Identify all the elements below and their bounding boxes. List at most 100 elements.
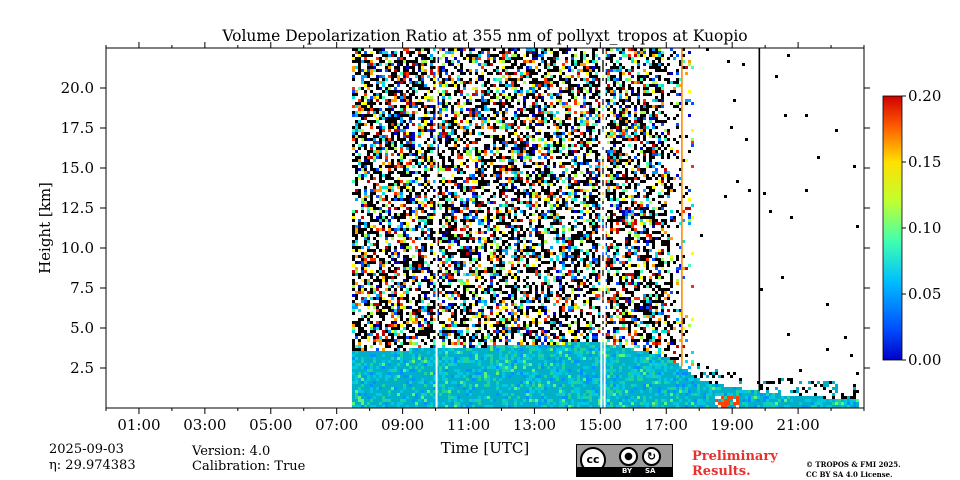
heatmap-cell xyxy=(406,324,409,327)
heatmap-cell xyxy=(511,381,514,384)
heatmap-cell xyxy=(376,360,379,363)
heatmap-cell xyxy=(409,315,412,318)
heatmap-cell xyxy=(535,336,538,339)
heatmap-cell xyxy=(427,75,430,78)
heatmap-cell xyxy=(526,72,529,75)
heatmap-cell xyxy=(463,390,466,393)
heatmap-cell xyxy=(415,72,418,75)
heatmap-cell xyxy=(538,69,541,72)
heatmap-cell xyxy=(379,351,382,354)
heatmap-cell xyxy=(508,369,511,372)
heatmap-cell xyxy=(412,90,415,93)
heatmap-cell xyxy=(511,72,514,75)
heatmap-cell xyxy=(457,78,460,81)
heatmap-cell xyxy=(388,249,391,252)
heatmap-cell xyxy=(499,60,502,63)
heatmap-cell xyxy=(379,81,382,84)
heatmap-cell xyxy=(541,282,544,285)
heatmap-cell xyxy=(421,258,424,261)
heatmap-cell xyxy=(424,219,427,222)
heatmap-cell xyxy=(355,297,358,300)
heatmap-cell xyxy=(352,180,355,183)
heatmap-cell xyxy=(430,168,433,171)
heatmap-cell xyxy=(439,246,442,249)
heatmap-cell xyxy=(430,246,433,249)
heatmap-cell xyxy=(439,348,442,351)
heatmap-cell xyxy=(409,210,412,213)
heatmap-cell xyxy=(439,312,442,315)
heatmap-cell xyxy=(472,369,475,372)
heatmap-cell xyxy=(505,108,508,111)
heatmap-cell xyxy=(442,156,445,159)
heatmap-cell xyxy=(538,54,541,57)
heatmap-cell xyxy=(499,348,502,351)
heatmap-cell xyxy=(502,141,505,144)
heatmap-cell xyxy=(496,216,499,219)
heatmap-cell xyxy=(394,150,397,153)
heatmap-cell xyxy=(379,369,382,372)
heatmap-cell xyxy=(394,372,397,375)
heatmap-cell xyxy=(391,375,394,378)
heatmap-cell xyxy=(388,177,391,180)
heatmap-cell xyxy=(370,351,373,354)
heatmap-cell xyxy=(358,351,361,354)
heatmap-cell xyxy=(466,126,469,129)
heatmap-cell xyxy=(526,378,529,381)
heatmap-cell xyxy=(385,282,388,285)
heatmap-cell xyxy=(400,234,403,237)
heatmap-cell xyxy=(433,351,436,354)
heatmap-cell xyxy=(532,390,535,393)
heatmap-cell xyxy=(484,237,487,240)
heatmap-cell xyxy=(361,270,364,273)
heatmap-cell xyxy=(514,243,517,246)
heatmap-cell xyxy=(535,162,538,165)
heatmap-cell xyxy=(433,129,436,132)
heatmap-cell xyxy=(367,294,370,297)
heatmap-cell xyxy=(418,300,421,303)
heatmap-cell xyxy=(418,150,421,153)
heatmap-cell xyxy=(373,63,376,66)
heatmap-cell xyxy=(487,390,490,393)
heatmap-cell xyxy=(412,297,415,300)
heatmap-cell xyxy=(511,66,514,69)
heatmap-cell xyxy=(379,384,382,387)
heatmap-cell xyxy=(511,363,514,366)
heatmap-cell xyxy=(454,384,457,387)
heatmap-cell xyxy=(355,228,358,231)
heatmap-cell xyxy=(520,144,523,147)
heatmap-cell xyxy=(526,156,529,159)
heatmap-cell xyxy=(514,321,517,324)
heatmap-cell xyxy=(481,297,484,300)
heatmap-cell xyxy=(370,198,373,201)
heatmap-cell xyxy=(394,54,397,57)
heatmap-cell xyxy=(466,186,469,189)
heatmap-cell xyxy=(454,165,457,168)
heatmap-cell xyxy=(484,249,487,252)
heatmap-cell xyxy=(442,369,445,372)
heatmap-cell xyxy=(481,132,484,135)
heatmap-cell xyxy=(382,192,385,195)
heatmap-cell xyxy=(472,216,475,219)
heatmap-cell xyxy=(538,276,541,279)
heatmap-cell xyxy=(460,378,463,381)
heatmap-cell xyxy=(445,330,448,333)
heatmap-cell xyxy=(442,69,445,72)
heatmap-cell xyxy=(466,354,469,357)
heatmap-cell xyxy=(454,138,457,141)
heatmap-cell xyxy=(367,72,370,75)
heatmap-cell xyxy=(370,63,373,66)
heatmap-cell xyxy=(352,288,355,291)
heatmap-cell xyxy=(418,366,421,369)
heatmap-cell xyxy=(448,132,451,135)
heatmap-cell xyxy=(493,228,496,231)
heatmap-cell xyxy=(352,132,355,135)
heatmap-cell xyxy=(424,192,427,195)
heatmap-cell xyxy=(352,159,355,162)
heatmap-cell xyxy=(481,219,484,222)
heatmap-cell xyxy=(469,312,472,315)
heatmap-cell xyxy=(508,393,511,396)
heatmap-cell xyxy=(373,177,376,180)
heatmap-cell xyxy=(412,153,415,156)
heatmap-cell xyxy=(388,234,391,237)
heatmap-cell xyxy=(448,102,451,105)
